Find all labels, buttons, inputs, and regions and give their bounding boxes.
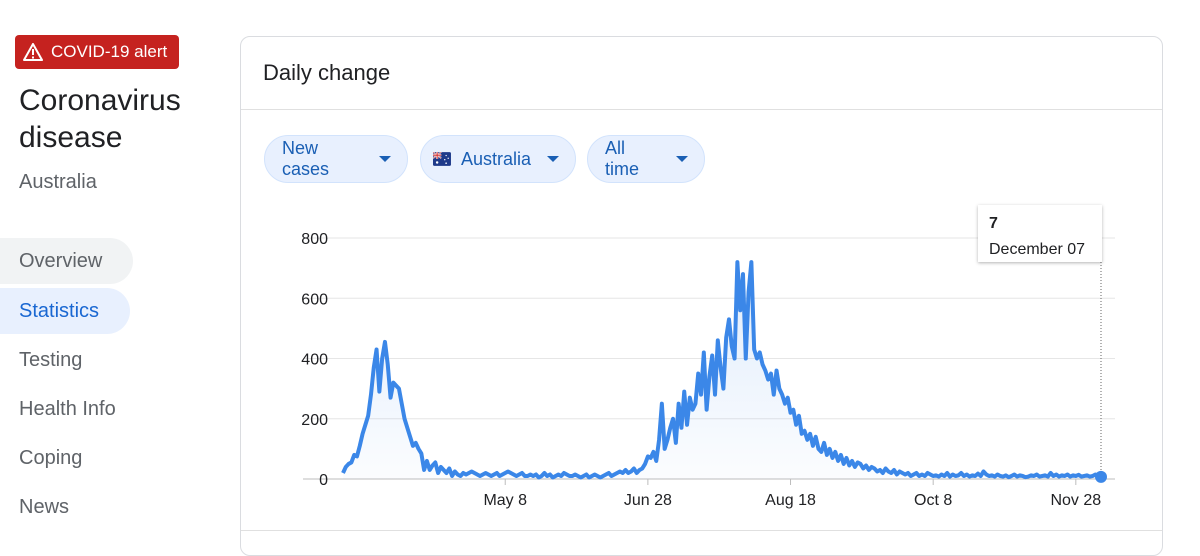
tooltip: 7 December 07: [978, 205, 1102, 262]
chip-label: Australia: [460, 148, 531, 169]
caret: [547, 156, 559, 162]
alert-text: COVID-19 alert: [51, 42, 168, 61]
chip-label: New cases: [282, 138, 330, 179]
divider: [241, 530, 1162, 531]
filter-chip[interactable]: All time: [587, 135, 705, 183]
area: [343, 262, 1101, 479]
warning-icon: [23, 43, 43, 61]
x-tick-label: Jun 28: [624, 492, 672, 509]
x-tick-label: Oct 8: [914, 492, 952, 509]
x-tick-label: May 8: [483, 492, 527, 509]
page-title: Coronavirus disease: [19, 84, 181, 154]
nav-item[interactable]: News: [19, 495, 70, 518]
y-tick-label: 600: [301, 291, 328, 308]
nav-item[interactable]: Testing: [19, 348, 83, 371]
caret: [379, 156, 391, 162]
y-tick-label: 200: [301, 412, 328, 429]
point: [1095, 470, 1107, 483]
x-tick-label: Nov 28: [1050, 492, 1101, 509]
filter-chip[interactable]: Australia: [420, 135, 576, 183]
card-title: Daily change: [263, 60, 391, 85]
y-tick-label: 800: [301, 231, 328, 248]
nav-item[interactable]: Health Info: [19, 397, 116, 420]
location: Australia: [19, 171, 97, 193]
tooltip-box: [978, 205, 1102, 262]
y-tick-label: 0: [319, 472, 328, 489]
x-tick-label: Aug 18: [765, 492, 816, 509]
chart: 0 200 400 600 800 May 8 Jun 28 Aug 18 Oct 8 Nov 2…: [301, 205, 1115, 509]
alert-badge[interactable]: COVID-19 alert: [15, 35, 179, 69]
nav-item[interactable]: Coping: [19, 446, 83, 469]
y-tick-label: 400: [301, 352, 328, 369]
nav-item-active[interactable]: Statistics: [0, 288, 130, 334]
flag-icon: [433, 151, 451, 166]
nav-item[interactable]: Overview: [0, 238, 133, 284]
caret: [676, 156, 688, 162]
line: [341, 260, 1102, 480]
divider: [241, 109, 1162, 110]
filter-chip[interactable]: New cases: [264, 135, 408, 183]
tooltip-date: December 07: [989, 241, 1085, 258]
tooltip-value: 7: [989, 215, 998, 232]
page: COVID-19 alert Coronavirus disease Austr…: [0, 35, 1163, 556]
chip-label: All time: [605, 138, 640, 179]
